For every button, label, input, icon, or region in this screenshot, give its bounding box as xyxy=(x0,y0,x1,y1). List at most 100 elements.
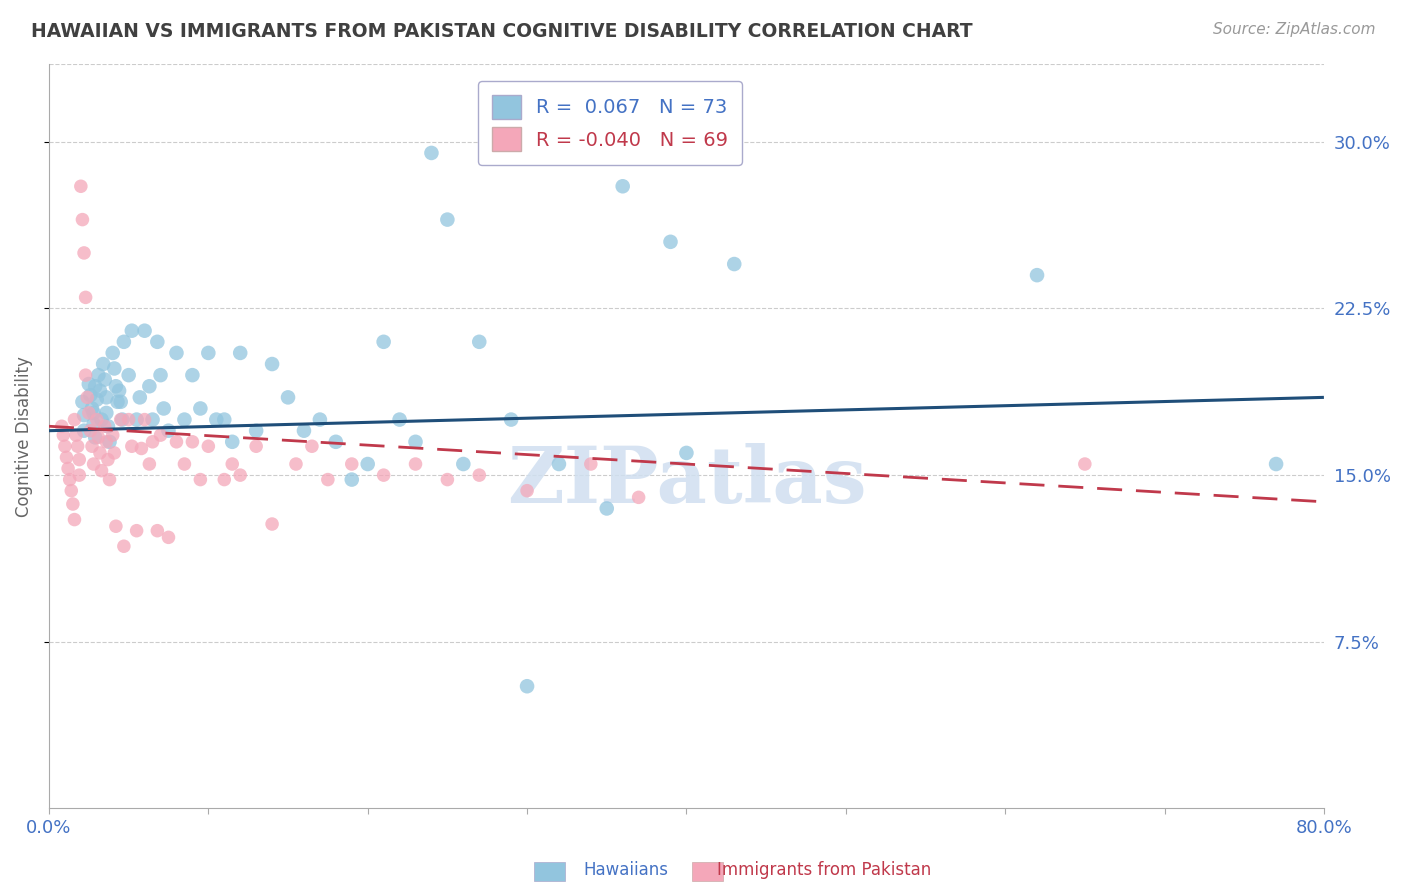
Point xyxy=(80,401,103,416)
Point xyxy=(70,179,93,194)
Point xyxy=(107,394,129,409)
Point xyxy=(579,457,602,471)
Point xyxy=(146,524,169,538)
Point xyxy=(103,361,125,376)
Point xyxy=(501,412,523,426)
Point xyxy=(125,412,148,426)
Point xyxy=(59,473,82,487)
Point xyxy=(84,430,107,444)
Point xyxy=(97,419,120,434)
Point xyxy=(134,412,156,426)
Point xyxy=(108,384,131,398)
Point xyxy=(596,501,619,516)
Point xyxy=(181,368,204,383)
Point xyxy=(675,446,697,460)
Point xyxy=(214,412,236,426)
Point xyxy=(285,457,308,471)
Point xyxy=(65,428,87,442)
Point xyxy=(101,346,124,360)
Point xyxy=(229,468,252,483)
Point xyxy=(62,497,84,511)
Point xyxy=(87,430,110,444)
Point xyxy=(197,439,219,453)
Point xyxy=(301,439,323,453)
Point xyxy=(111,412,134,426)
Point xyxy=(76,390,98,404)
Point xyxy=(1265,457,1288,471)
Text: HAWAIIAN VS IMMIGRANTS FROM PAKISTAN COGNITIVE DISABILITY CORRELATION CHART: HAWAIIAN VS IMMIGRANTS FROM PAKISTAN COG… xyxy=(31,22,973,41)
Point xyxy=(138,379,160,393)
Point xyxy=(245,424,267,438)
Point xyxy=(516,483,538,498)
Point xyxy=(128,390,150,404)
Point xyxy=(125,524,148,538)
Point xyxy=(214,473,236,487)
Point xyxy=(149,428,172,442)
Point xyxy=(468,334,491,349)
Point xyxy=(157,530,180,544)
Point xyxy=(91,357,114,371)
Point xyxy=(405,457,427,471)
Point xyxy=(79,424,101,438)
Point xyxy=(67,468,90,483)
Point xyxy=(56,461,79,475)
Point xyxy=(77,406,100,420)
Point xyxy=(60,483,83,498)
Point xyxy=(142,434,165,449)
Point xyxy=(121,324,143,338)
Point xyxy=(77,377,100,392)
Point xyxy=(181,434,204,449)
Legend: R =  0.067   N = 73, R = -0.040   N = 69: R = 0.067 N = 73, R = -0.040 N = 69 xyxy=(478,81,742,165)
Point xyxy=(245,439,267,453)
Point xyxy=(83,457,105,471)
Point xyxy=(80,439,103,453)
Point xyxy=(131,442,153,456)
Point xyxy=(627,491,650,505)
Point xyxy=(72,212,94,227)
Point xyxy=(205,412,228,426)
Point xyxy=(98,473,121,487)
Point xyxy=(229,346,252,360)
Point xyxy=(101,428,124,442)
Point xyxy=(73,246,96,260)
Point xyxy=(357,457,380,471)
Point xyxy=(94,373,117,387)
Point xyxy=(453,457,475,471)
Point xyxy=(516,679,538,693)
Point xyxy=(96,434,118,449)
Point xyxy=(112,539,135,553)
Point xyxy=(190,473,212,487)
Point xyxy=(97,452,120,467)
Point xyxy=(436,212,458,227)
Point xyxy=(66,439,89,453)
Point xyxy=(612,179,634,194)
Point xyxy=(89,446,111,460)
Point xyxy=(86,392,108,407)
Point xyxy=(63,412,86,426)
Point xyxy=(104,519,127,533)
Point xyxy=(325,434,347,449)
Point xyxy=(166,346,188,360)
Point xyxy=(53,439,76,453)
Point xyxy=(96,406,118,420)
Point xyxy=(94,419,117,434)
Point xyxy=(73,408,96,422)
Text: Source: ZipAtlas.com: Source: ZipAtlas.com xyxy=(1212,22,1375,37)
Point xyxy=(51,419,73,434)
Point xyxy=(152,401,174,416)
Point xyxy=(388,412,411,426)
Point xyxy=(86,412,108,426)
Point xyxy=(72,394,94,409)
Point xyxy=(173,412,195,426)
Point xyxy=(173,457,195,471)
Point xyxy=(118,412,141,426)
Point xyxy=(340,457,363,471)
Point xyxy=(405,434,427,449)
Point xyxy=(89,384,111,398)
Point xyxy=(52,428,75,442)
Point xyxy=(110,394,132,409)
Text: ZIPatlas: ZIPatlas xyxy=(506,443,866,519)
Point xyxy=(112,334,135,349)
Point xyxy=(75,368,97,383)
Point xyxy=(309,412,332,426)
